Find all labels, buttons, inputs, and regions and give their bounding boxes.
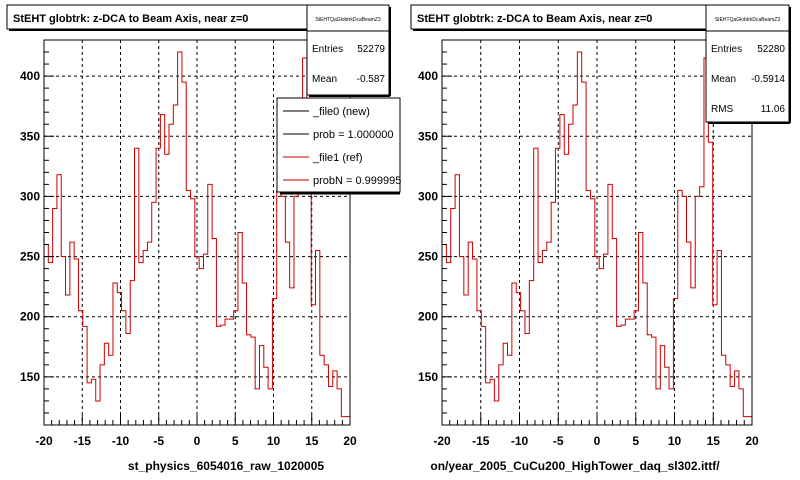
x-tick-label: -5 bbox=[553, 434, 564, 448]
chart-panel-1: -20 -15 -10 -5 0 5 10 15 20 150 200 250 300 350 400 st_… bbox=[6, 4, 401, 473]
stats-label: Entries bbox=[312, 44, 343, 55]
stats-box bbox=[306, 4, 390, 96]
chart-panel-2: -20 -15 -10 -5 0 5 10 15 20 150 200 250 300 350 400 on/… bbox=[410, 4, 791, 473]
x-tick-label: 0 bbox=[194, 434, 201, 448]
x-tick-label: -15 bbox=[74, 434, 92, 448]
chart-title: StEHT globtrk: z-DCA to Beam Axis, near … bbox=[417, 13, 652, 25]
stats-box bbox=[705, 4, 790, 123]
x-tick-label: -20 bbox=[433, 434, 451, 448]
x-tick-label: 0 bbox=[594, 434, 601, 448]
y-tick-label: 250 bbox=[418, 250, 438, 264]
x-tick-label: -20 bbox=[35, 434, 53, 448]
x-tick-label: 10 bbox=[267, 434, 281, 448]
x-tick-label: 15 bbox=[305, 434, 319, 448]
legend-box bbox=[276, 97, 401, 193]
stats-label: Mean bbox=[312, 74, 337, 85]
x-tick-label: 20 bbox=[745, 434, 759, 448]
legend-label: prob = 1.000000 bbox=[313, 129, 393, 141]
stats-value: -0.5914 bbox=[751, 74, 785, 85]
legend-label: _file1 (ref) bbox=[312, 152, 363, 164]
stats-label: RMS bbox=[711, 104, 734, 115]
y-tick-label: 200 bbox=[418, 310, 438, 324]
chart-title: StEHT globtrk: z-DCA to Beam Axis, near … bbox=[13, 13, 248, 25]
x-tick-label: -10 bbox=[112, 434, 130, 448]
stats-value: -0.587 bbox=[357, 74, 386, 85]
y-tick-label: 300 bbox=[418, 189, 438, 203]
x-tick-label: -10 bbox=[511, 434, 529, 448]
x-axis-label: st_physics_6054016_raw_1020005 bbox=[128, 459, 324, 473]
y-tick-label: 150 bbox=[20, 370, 40, 384]
y-tick-label: 250 bbox=[20, 250, 40, 264]
y-tick-label: 200 bbox=[20, 310, 40, 324]
legend-label: _file0 (new) bbox=[312, 106, 370, 118]
x-tick-label: -5 bbox=[153, 434, 164, 448]
x-tick-label: 20 bbox=[343, 434, 357, 448]
histogram-series bbox=[442, 51, 752, 418]
y-tick-label: 400 bbox=[20, 69, 40, 83]
stats-label: Entries bbox=[711, 44, 742, 55]
y-tick-label: 300 bbox=[20, 189, 40, 203]
legend-label: probN = 0.999995 bbox=[313, 175, 401, 187]
stats-name: StEHTQaGlobtrkDcaBeamZ3 bbox=[315, 17, 381, 23]
stats-value: 52280 bbox=[757, 44, 785, 55]
x-tick-label: 5 bbox=[232, 434, 239, 448]
stats-label: Mean bbox=[711, 74, 736, 85]
stats-name: StEHTQaGlobtrkDcaBeamZ3 bbox=[715, 17, 781, 23]
y-tick-label: 350 bbox=[20, 129, 40, 143]
x-tick-label: 15 bbox=[707, 434, 721, 448]
stats-value: 52279 bbox=[357, 44, 385, 55]
stats-value: 11.06 bbox=[761, 104, 786, 115]
histogram-series bbox=[44, 51, 350, 418]
y-tick-label: 400 bbox=[418, 69, 438, 83]
x-tick-label: 5 bbox=[632, 434, 639, 448]
y-tick-label: 150 bbox=[418, 370, 438, 384]
x-tick-label: -15 bbox=[472, 434, 490, 448]
x-tick-label: 10 bbox=[668, 434, 682, 448]
y-tick-label: 350 bbox=[418, 129, 438, 143]
x-axis-label: on/year_2005_CuCu200_HighTower_daq_sl302… bbox=[430, 459, 720, 473]
